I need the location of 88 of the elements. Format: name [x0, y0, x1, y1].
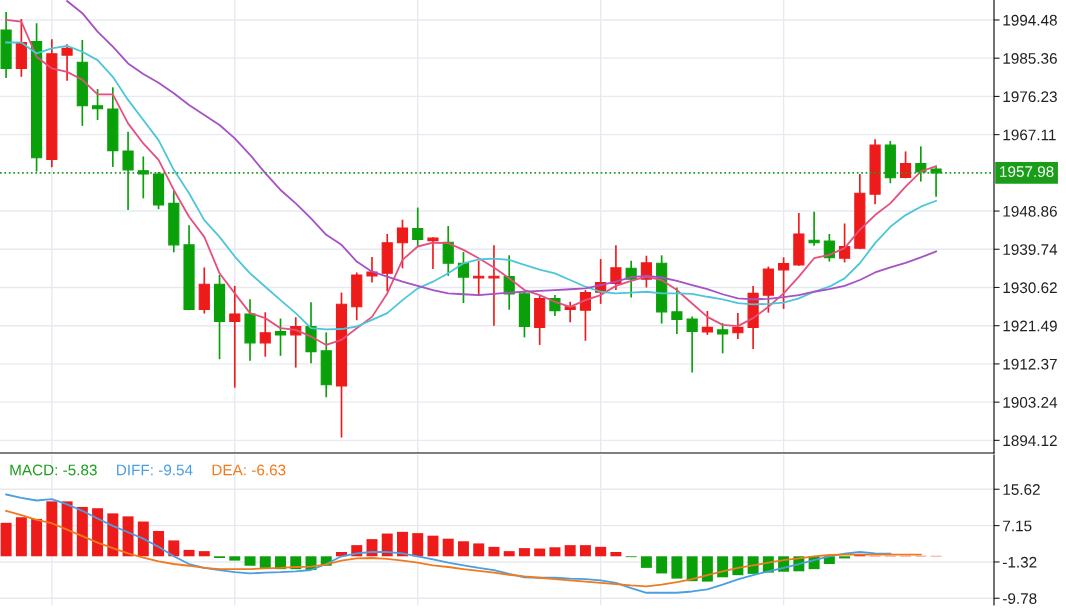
candlestick [839, 223, 851, 263]
candlestick [717, 323, 729, 354]
ref-line-label: 1957.98 [1000, 166, 1054, 177]
bar [534, 548, 546, 557]
candlestick [274, 318, 287, 356]
bar [610, 552, 622, 557]
bar [640, 556, 652, 568]
bar [717, 556, 729, 578]
y-tick-label: 1921.49 [1003, 320, 1057, 332]
candlestick [457, 251, 470, 304]
bar [579, 545, 591, 557]
y-tick-label: 1912.37 [1003, 358, 1057, 370]
candlestick [686, 316, 698, 373]
bar [686, 556, 698, 582]
bar [457, 541, 469, 557]
y-tick-label: 1894.12 [1003, 435, 1057, 447]
bar [46, 501, 58, 557]
bar [503, 551, 515, 557]
y-tick-label: 1930.62 [1003, 282, 1057, 294]
bar [76, 506, 88, 557]
bar [656, 556, 668, 574]
bar [153, 530, 165, 557]
line-series [66, 0, 937, 301]
bar [701, 556, 713, 582]
bar [671, 556, 683, 579]
y-tick-label: 1948.86 [1003, 205, 1057, 217]
candlestick [396, 219, 409, 269]
bar [61, 501, 73, 557]
bar [244, 556, 256, 566]
text: MACD: -5.83 [10, 464, 97, 476]
bar [427, 535, 439, 557]
bar [518, 548, 530, 557]
candlestick [808, 211, 820, 246]
bar [259, 556, 271, 568]
line-series [5, 509, 922, 588]
bar [15, 517, 27, 557]
candlestick [579, 290, 592, 341]
y-tick-label: -9.78 [1003, 593, 1037, 604]
y-tick-label: -1.32 [1003, 556, 1037, 568]
bar [229, 556, 241, 561]
bar [31, 518, 43, 557]
candlestick [259, 312, 271, 357]
candlestick [671, 287, 683, 335]
bar [198, 551, 210, 557]
text: DEA: -6.63 [212, 464, 286, 476]
line-series [5, 493, 892, 594]
bar [473, 543, 485, 557]
bar [137, 521, 149, 557]
bar [122, 516, 134, 557]
candlestick [732, 313, 744, 340]
candlestick [61, 44, 73, 81]
y-tick-label: 1939.74 [1003, 244, 1058, 255]
bar [92, 508, 104, 557]
bar [839, 556, 851, 559]
bar [183, 549, 195, 557]
candlestick [930, 166, 942, 197]
y-tick-label: 1994.48 [1003, 14, 1057, 26]
candlestick [564, 301, 576, 323]
candlestick [427, 237, 439, 270]
bar [549, 547, 561, 557]
candlestick [701, 311, 713, 335]
candlestick [137, 156, 149, 199]
y-tick-label: 1976.23 [1003, 91, 1057, 103]
y-tick-label: 7.15 [1003, 520, 1032, 532]
bar [0, 522, 12, 557]
candlestick [473, 260, 485, 296]
candlestick [412, 207, 424, 247]
candlestick [610, 245, 622, 291]
bar [564, 545, 576, 557]
bar [396, 531, 408, 557]
candlestick [778, 257, 790, 309]
text: DIFF: -9.54 [117, 464, 193, 476]
bar [168, 540, 180, 557]
bar [442, 538, 454, 557]
bar [595, 546, 607, 557]
bar [488, 546, 500, 557]
candlestick [229, 285, 241, 388]
bar [412, 533, 424, 557]
candlestick [488, 245, 500, 326]
y-tick-label: 1985.36 [1003, 53, 1057, 64]
candlestick [122, 131, 134, 211]
candlestick [915, 146, 927, 182]
y-tick-label: 15.62 [1003, 484, 1040, 495]
y-tick-label: 1903.24 [1003, 397, 1058, 408]
y-tick-label: 1967.11 [1003, 129, 1056, 141]
candlestick [442, 225, 454, 276]
candlestick [899, 151, 912, 179]
candlestick [91, 89, 104, 121]
